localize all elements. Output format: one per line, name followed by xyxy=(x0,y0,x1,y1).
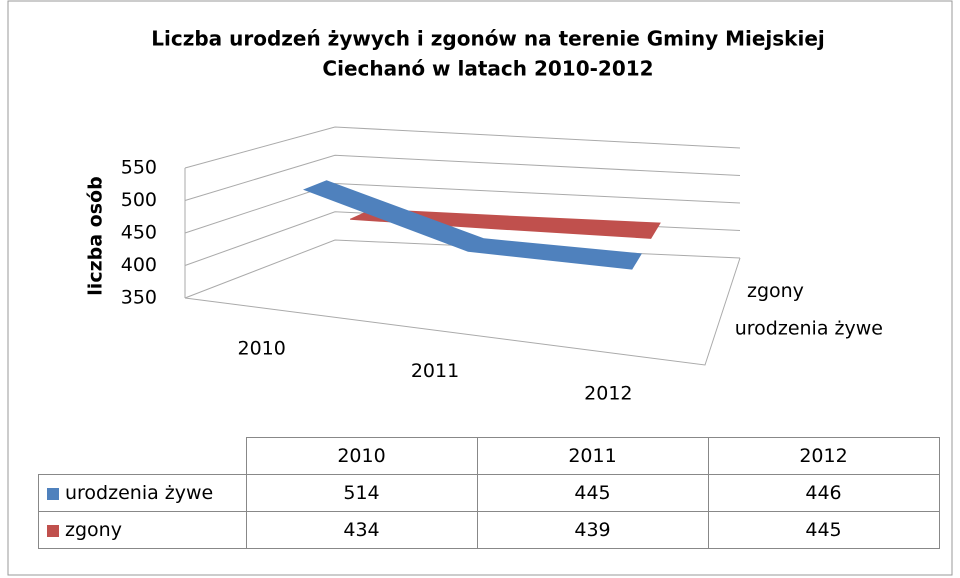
table-series-cell: zgony xyxy=(38,511,247,549)
table-value-cell: 439 xyxy=(476,511,709,549)
table-row: urodzenia żywe 514 445 446 xyxy=(38,474,940,512)
y-tick-label: 500 xyxy=(121,189,157,211)
table-header-cell: 2011 xyxy=(476,437,709,475)
y-tick-label: 450 xyxy=(121,222,157,244)
x-tick-label: 2012 xyxy=(584,382,632,404)
legend-label: zgony xyxy=(65,519,122,541)
chart-title: Ciechanó w latach 2010-2012 xyxy=(322,57,653,81)
floor-edge xyxy=(184,257,741,366)
table-value-cell: 434 xyxy=(245,511,478,549)
table-value-cell: 445 xyxy=(476,474,709,512)
table-row: zgony 434 439 445 xyxy=(38,511,940,549)
legend-swatch xyxy=(47,487,59,500)
grid-line xyxy=(184,154,741,201)
x-tick-label: 2011 xyxy=(411,360,459,382)
table-header-cell: 2010 xyxy=(245,437,478,475)
table-series-cell: urodzenia żywe xyxy=(38,474,247,512)
grid-line xyxy=(184,126,741,169)
chart-title: Liczba urodzeń żywych i zgonów na tereni… xyxy=(151,27,825,51)
table-value-cell: 514 xyxy=(245,474,478,512)
table-header-cell: 2012 xyxy=(707,437,940,475)
legend-swatch xyxy=(47,524,59,537)
y-tick-label: 400 xyxy=(121,254,157,276)
depth-label: zgony xyxy=(747,280,804,302)
x-tick-label: 2010 xyxy=(237,338,285,360)
y-tick-label: 350 xyxy=(121,287,157,309)
frame xyxy=(7,0,953,576)
ribbon xyxy=(303,180,642,270)
legend-label: urodzenia żywe xyxy=(65,482,214,504)
data-table: 2010 2011 2012 urodzenia żywe 514 445 446 zgon… xyxy=(38,437,940,549)
table-value-cell: 445 xyxy=(707,511,940,549)
y-axis-label: liczba osób xyxy=(85,176,107,295)
depth-label: urodzenia żywe xyxy=(735,318,883,340)
corner-cell xyxy=(38,437,247,475)
table-value-cell: 446 xyxy=(707,474,940,512)
y-tick-label: 550 xyxy=(121,157,157,179)
